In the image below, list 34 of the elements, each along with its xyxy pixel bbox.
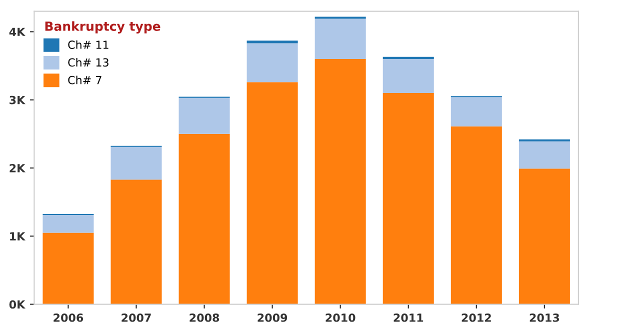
bar [110, 180, 162, 304]
legend-title: Bankruptcy type [45, 21, 160, 34]
bar [518, 168, 570, 304]
bar [178, 98, 230, 134]
bar [246, 40, 298, 44]
x-tick-label: 2011 [394, 314, 424, 322]
bar [314, 18, 366, 59]
bar [246, 82, 298, 304]
bar [314, 58, 366, 304]
y-tick-label: 2K [10, 164, 26, 172]
bar [450, 126, 502, 304]
y-tick-label: 0K [9, 300, 26, 309]
legend-label: Ch# 13 [68, 58, 108, 67]
legend-label: Ch# 7 [68, 76, 102, 84]
bar [382, 93, 434, 304]
bar [382, 58, 434, 94]
bar [450, 97, 502, 126]
x-tick-label: 2009 [258, 314, 288, 322]
bar [42, 232, 94, 304]
x-tick-label: 2012 [462, 314, 491, 322]
bar [518, 141, 570, 169]
x-tick-label: 2006 [54, 314, 84, 322]
legend-label: Ch# 11 [68, 40, 108, 49]
x-tick-label: 2013 [530, 314, 560, 322]
x-tick-label: 2007 [122, 314, 151, 322]
x-tick-label: 2010 [326, 314, 356, 322]
y-tick-label: 4K [9, 28, 26, 36]
bar [178, 134, 230, 304]
x-tick-label: 2008 [190, 314, 220, 322]
y-tick-label: 3K [10, 96, 26, 104]
bar [42, 215, 94, 233]
bar [246, 43, 298, 82]
y-tick-label: 1K [10, 232, 26, 240]
bar [110, 146, 162, 180]
